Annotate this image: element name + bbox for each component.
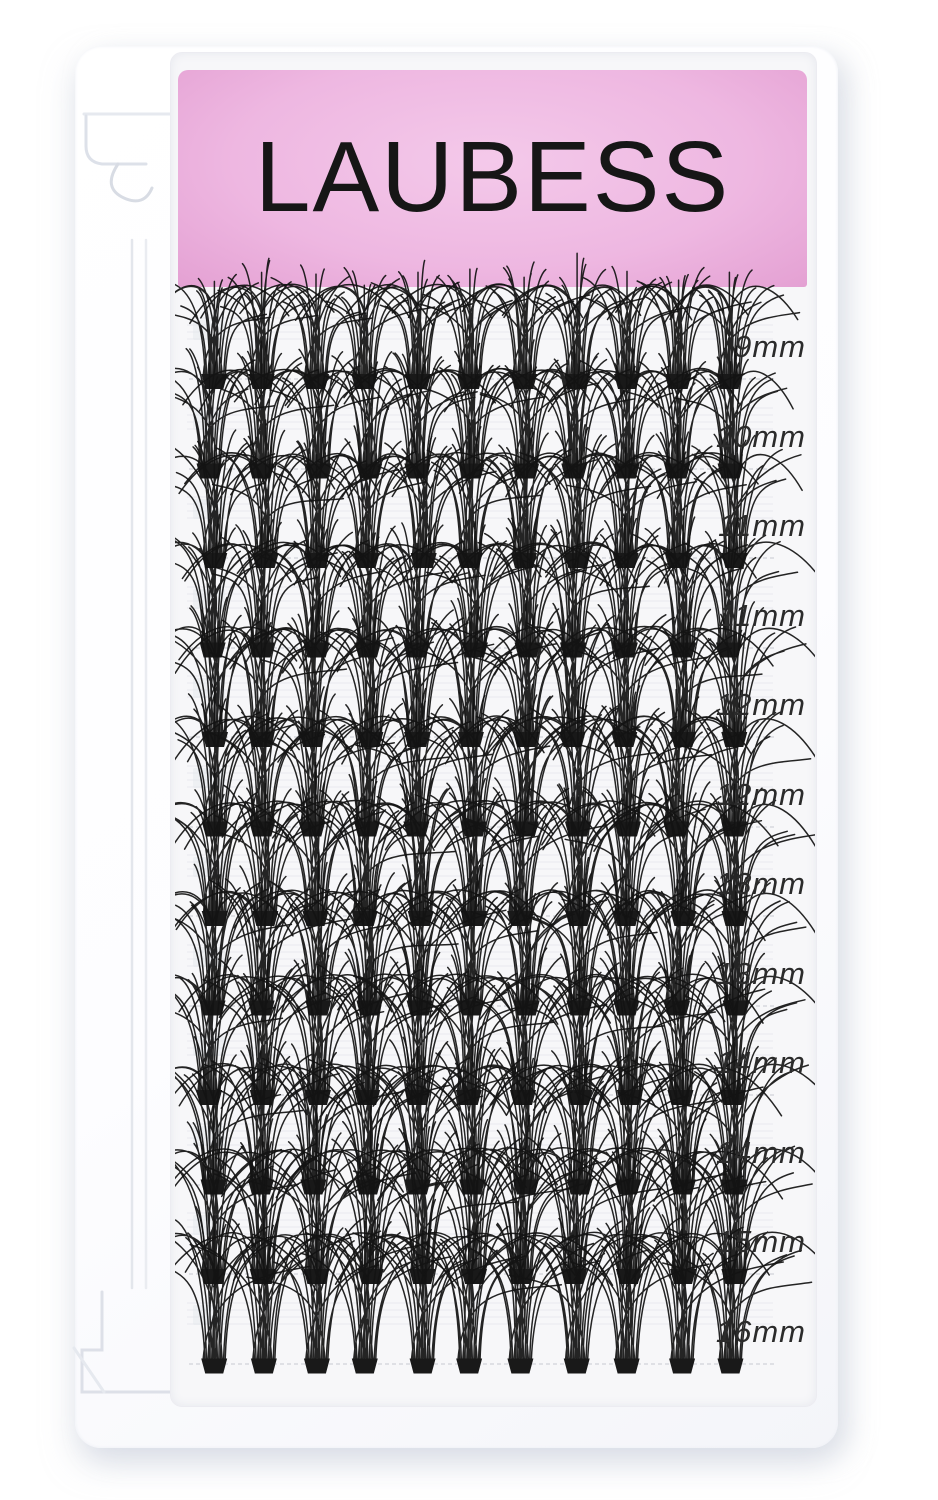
row-size-label: 14mm: [715, 1045, 806, 1080]
row-size-label: 12mm: [715, 776, 806, 812]
row-size-label: 10mm: [715, 418, 806, 454]
row-size-label: 11mm: [718, 508, 806, 543]
row-size-label: 12mm: [715, 687, 806, 722]
row-size-label: 11mm: [718, 597, 806, 633]
lash-clusters-graphic: [175, 252, 815, 1374]
row-size-label: 13mm: [715, 955, 806, 991]
row-size-label: 15mm: [715, 1224, 806, 1259]
brand-label: LAUBESS: [178, 70, 807, 287]
row-size-label: 13mm: [715, 866, 806, 901]
row-size-label: 14mm: [715, 1134, 806, 1170]
brand-name: LAUBESS: [254, 120, 731, 233]
row-size-label: 16mm: [715, 1313, 806, 1349]
row-size-label: 9mm: [734, 329, 806, 364]
